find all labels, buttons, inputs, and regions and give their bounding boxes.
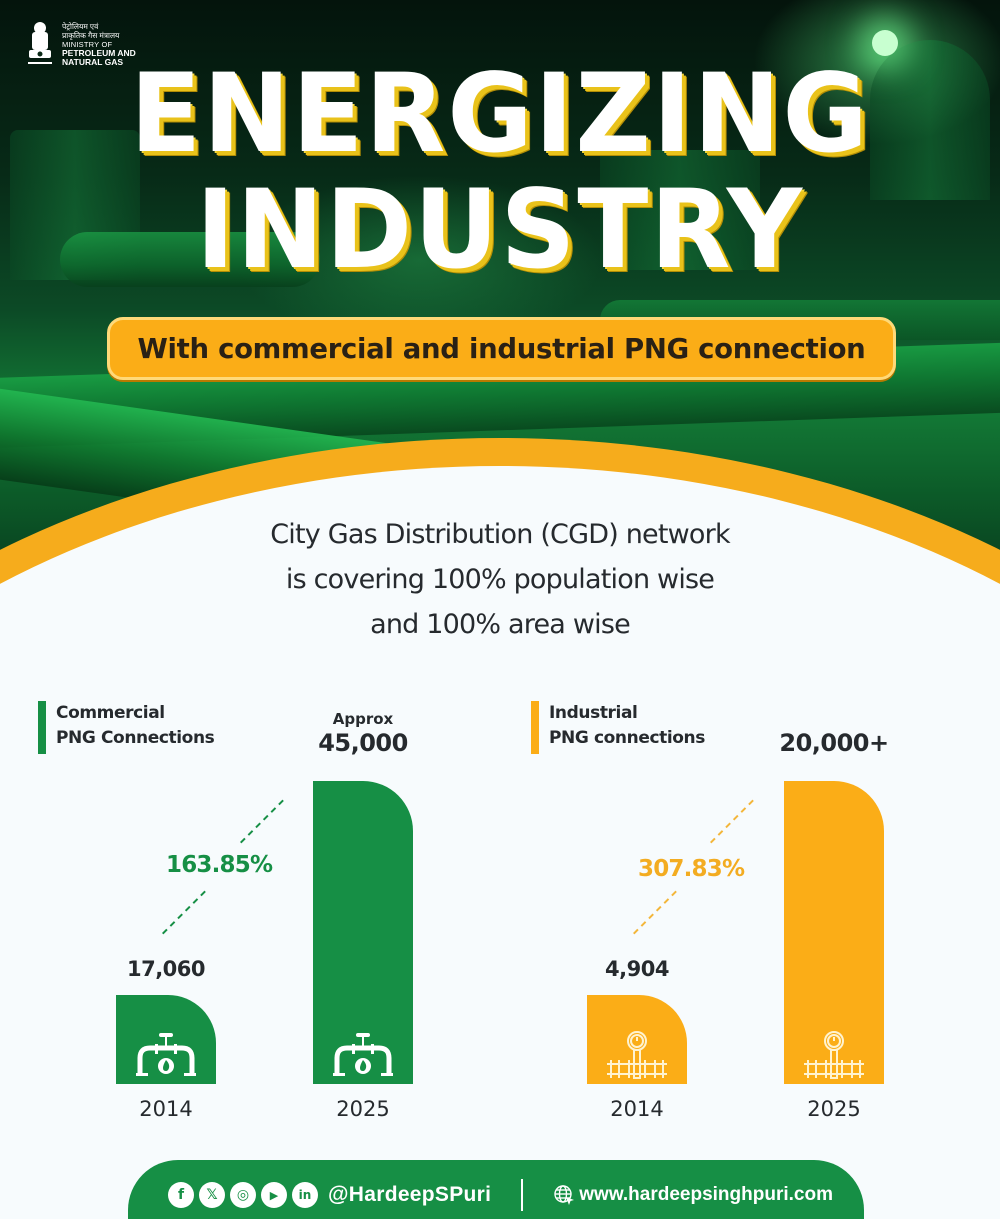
- x-icon[interactable]: 𝕏: [199, 1182, 225, 1208]
- commercial-2025-value: 45,000: [318, 729, 408, 757]
- website-link[interactable]: www.hardeepsinghpuri.com: [579, 1184, 833, 1205]
- industrial-2025-value: 20,000+: [779, 729, 889, 757]
- pipe-bg: [60, 232, 320, 287]
- commercial-legend-line2: PNG Connections: [56, 728, 215, 748]
- social-links: f 𝕏 ◎ ▶ in: [168, 1182, 318, 1208]
- hero-banner: पेट्रोलियम एवं प्राकृतिक गैस मंत्रालय MI…: [0, 0, 1000, 620]
- linkedin-icon[interactable]: in: [292, 1182, 318, 1208]
- intro-line1: City Gas Distribution (CGD) network: [270, 519, 730, 550]
- industrial-legend-line1: Industrial: [549, 703, 638, 723]
- legend-swatch-green: [38, 701, 46, 754]
- commercial-growth-percent: 163.85%: [166, 852, 273, 878]
- light-glow: [872, 30, 898, 56]
- commercial-year-2025: 2025: [336, 1097, 390, 1121]
- storage-tank-bg: [870, 40, 990, 200]
- intro-statement: City Gas Distribution (CGD) network is c…: [0, 512, 1000, 647]
- social-handle-link[interactable]: @HardeepSPuri: [328, 1183, 492, 1206]
- subtitle-text: With commercial and industrial PNG conne…: [137, 332, 866, 365]
- intro-line3: and 100% area wise: [370, 609, 631, 640]
- gas-pipeline-valve-flame-icon: [136, 1033, 196, 1076]
- facebook-icon[interactable]: f: [168, 1182, 194, 1208]
- footer-divider: [521, 1179, 524, 1211]
- ministry-name-line2: NATURAL GAS: [62, 57, 124, 67]
- youtube-icon[interactable]: ▶: [261, 1182, 287, 1208]
- globe-cursor-icon: [554, 1185, 575, 1205]
- gas-pipeline-valve-flame-icon: [333, 1033, 393, 1076]
- ministry-hindi-line1: पेट्रोलियम एवं: [62, 22, 99, 31]
- industrial-2014-value: 4,904: [605, 957, 669, 981]
- commercial-2014-value: 17,060: [126, 957, 206, 981]
- intro-line2: is covering 100% population wise: [285, 564, 715, 595]
- ministry-label: MINISTRY OF: [62, 40, 113, 49]
- industrial-legend: Industrial PNG connections: [531, 701, 705, 754]
- approx-label: Approx: [332, 710, 394, 728]
- industrial-legend-line2: PNG connections: [549, 728, 705, 748]
- industrial-year-2014: 2014: [610, 1097, 664, 1121]
- ministry-name-line1: PETROLEUM AND: [62, 48, 136, 58]
- footer-bar: f 𝕏 ◎ ▶ in @HardeepSPuri www.hardeepsing…: [128, 1160, 864, 1219]
- commercial-legend-line1: Commercial: [56, 703, 165, 723]
- instagram-icon[interactable]: ◎: [230, 1182, 256, 1208]
- national-emblem-icon: [24, 20, 56, 72]
- pipeline-pressure-gauge-icon: [804, 1031, 864, 1079]
- page-title-line1: ENERGIZING: [130, 48, 870, 178]
- industrial-growth-percent: 307.83%: [638, 856, 745, 882]
- industrial-bar-2025: [784, 781, 884, 1084]
- pipeline-pressure-gauge-icon: [607, 1031, 667, 1079]
- commercial-legend: Commercial PNG Connections: [38, 701, 215, 754]
- commercial-year-2014: 2014: [139, 1097, 193, 1121]
- page-title-line2: INDUSTRY: [195, 164, 805, 294]
- ministry-hindi-line2: प्राकृतिक गैस मंत्रालय: [62, 31, 120, 40]
- industrial-year-2025: 2025: [807, 1097, 861, 1121]
- refinery-structure-bg: [600, 150, 760, 270]
- subtitle-banner: With commercial and industrial PNG conne…: [107, 317, 896, 380]
- legend-swatch-orange: [531, 701, 539, 754]
- ministry-logo: पेट्रोलियम एवं प्राकृतिक गैस मंत्रालय MI…: [24, 20, 136, 72]
